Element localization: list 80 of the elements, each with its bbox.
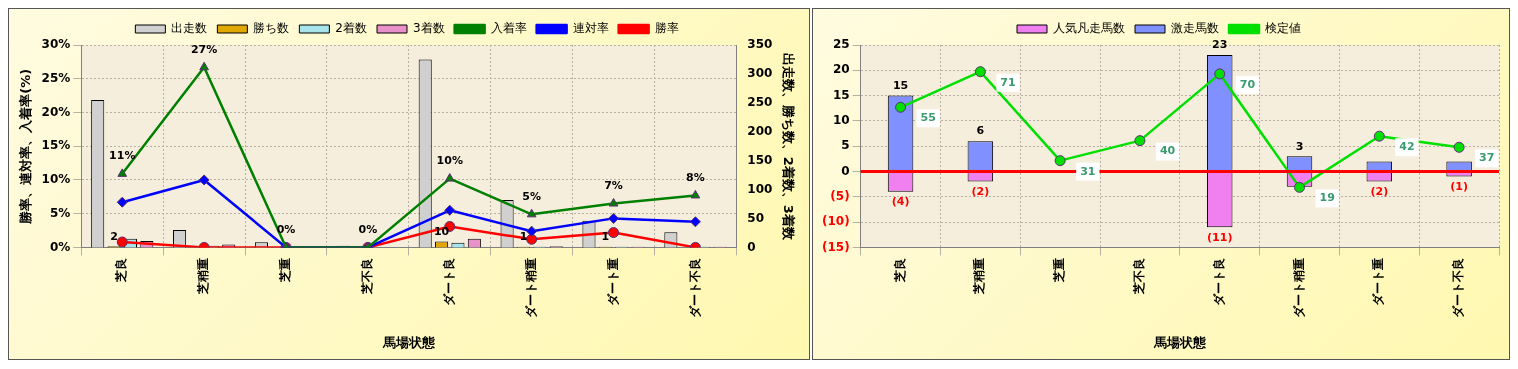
- legend-label: 入着率: [490, 21, 527, 36]
- y-tick-label: 20%: [41, 104, 71, 119]
- x-axis-title: 馬場状態: [1152, 334, 1207, 350]
- data-label: 10%: [436, 153, 463, 167]
- data-label: (2): [1370, 184, 1389, 198]
- x-tick-label: 芝稍重: [972, 258, 987, 296]
- y-tick-label: 0: [841, 163, 850, 178]
- x-tick-label: ダート稍重: [523, 258, 538, 319]
- y-tick-label: (10): [822, 214, 850, 229]
- data-label: (2): [971, 184, 990, 198]
- y2-tick-label: 0: [747, 239, 756, 254]
- y-tick-label: 5%: [49, 205, 71, 220]
- legend-label: 2着数: [335, 21, 368, 36]
- y-tick-label: (5): [830, 188, 850, 203]
- y2-tick-label: 300: [747, 66, 773, 81]
- data-label: (4): [891, 195, 910, 209]
- x-tick-label: ダート重: [1371, 258, 1386, 307]
- data-label: 0%: [358, 222, 378, 236]
- y-axis-title: 勝率、連対率、入着率(%): [18, 68, 34, 225]
- y2-tick-label: 200: [747, 123, 773, 138]
- data-label: 11%: [109, 149, 136, 163]
- y-tick-label: (15): [822, 239, 850, 254]
- y-tick-label: 0%: [49, 239, 71, 254]
- y2-axis-title: 出走数、勝ち数、2着数、3着数: [780, 52, 796, 241]
- data-label: 70: [1239, 77, 1256, 91]
- data-label: 15: [892, 78, 909, 92]
- y-tick-label: 25: [832, 37, 850, 52]
- x-tick-label: 芝重: [278, 258, 293, 284]
- data-label: 37: [1479, 151, 1495, 165]
- y-tick-label: 10%: [41, 172, 71, 187]
- legend-label: 勝ち数: [253, 21, 290, 36]
- data-label: 3: [1295, 139, 1304, 153]
- x-tick-label: ダート重: [605, 258, 620, 307]
- data-label: (1): [1450, 179, 1468, 193]
- y-tick-label: 25%: [41, 70, 71, 85]
- y2-tick-label: 350: [747, 37, 773, 52]
- data-label: 40: [1159, 144, 1176, 158]
- data-label: 19: [1319, 191, 1335, 205]
- y-tick-label: 15%: [41, 138, 71, 153]
- y-tick-label: 30%: [41, 37, 71, 52]
- data-label: 2: [110, 229, 118, 243]
- data-label: 5%: [522, 189, 541, 203]
- data-label: 6: [976, 124, 985, 138]
- data-label: 7%: [604, 178, 623, 192]
- x-tick-label: ダート良: [1211, 258, 1226, 307]
- x-tick-label: 芝良: [892, 258, 907, 284]
- x-axis-title: 馬場状態: [381, 334, 436, 350]
- data-label: 42: [1399, 140, 1415, 154]
- legend-label: 出走数: [171, 21, 208, 36]
- x-tick-label: ダート稍重: [1291, 258, 1306, 319]
- y2-tick-label: 150: [747, 152, 773, 167]
- x-tick-label: 芝良: [114, 258, 129, 284]
- x-tick-label: 芝重: [1052, 258, 1067, 284]
- data-label: (11): [1207, 230, 1233, 244]
- data-label: 8%: [686, 170, 705, 184]
- legend-label: 勝率: [654, 21, 679, 36]
- y-tick-label: 15: [832, 87, 850, 102]
- legend-label: 人気凡走馬数: [1053, 21, 1125, 36]
- data-label: 27%: [190, 42, 218, 56]
- x-tick-label: 芝稍重: [196, 258, 211, 296]
- legend-label: 連対率: [572, 21, 609, 36]
- data-label: 23: [1212, 38, 1228, 52]
- x-tick-label: 芝不良: [360, 258, 375, 296]
- data-label: 31: [1080, 164, 1096, 178]
- x-tick-label: ダート不良: [1451, 258, 1466, 319]
- data-label: 1: [601, 230, 610, 244]
- y-tick-label: 20: [832, 62, 850, 77]
- y-tick-label: 5: [841, 138, 850, 153]
- x-tick-label: ダート不良: [687, 258, 702, 319]
- data-label: 71: [1000, 75, 1016, 89]
- y2-tick-label: 100: [747, 181, 773, 196]
- data-label: 55: [920, 111, 936, 125]
- legend-label: 3着数: [413, 21, 445, 36]
- y2-tick-label: 250: [747, 94, 773, 109]
- y2-tick-label: 50: [747, 210, 765, 225]
- x-tick-label: 芝不良: [1132, 258, 1147, 296]
- y-tick-label: 10: [832, 113, 850, 128]
- legend-label: 検定値: [1265, 21, 1301, 36]
- x-tick-label: ダート良: [441, 258, 456, 307]
- legend-label: 激走馬数: [1171, 21, 1219, 36]
